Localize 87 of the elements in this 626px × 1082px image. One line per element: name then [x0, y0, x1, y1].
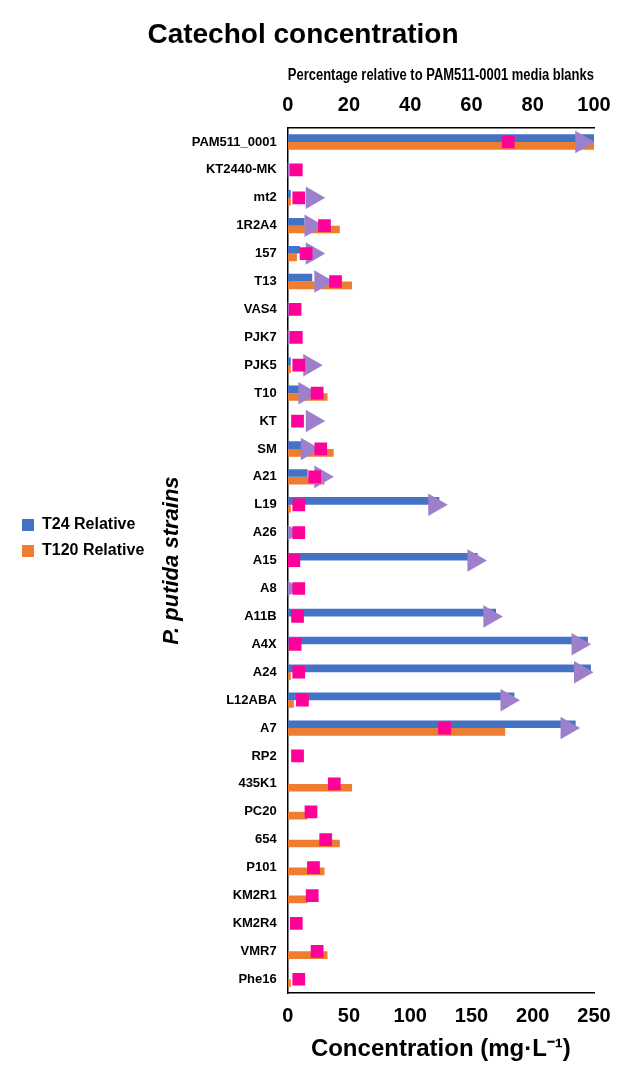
- point: [292, 972, 306, 986]
- y-tick-label: 435K1: [238, 775, 277, 791]
- point: [299, 247, 313, 260]
- x-tick-label: 150: [454, 1003, 489, 1026]
- point: [314, 442, 328, 456]
- point: [292, 191, 306, 205]
- x-tick-label: 200: [516, 1003, 550, 1026]
- y-tick-label: PAM511_0001: [191, 133, 277, 149]
- y-tick-label: KM2R1: [232, 887, 277, 903]
- point: [467, 549, 487, 572]
- point: [310, 386, 324, 400]
- y-tick-label: 1R2A4: [236, 217, 278, 233]
- y-tick-label: A21: [252, 468, 277, 484]
- point: [292, 526, 306, 540]
- y-tick-label: PC20: [244, 803, 277, 819]
- point: [318, 219, 331, 233]
- point: [289, 917, 303, 930]
- point: [319, 833, 333, 847]
- y-tick-label: 654: [255, 831, 278, 847]
- point: [308, 470, 322, 484]
- point: [287, 554, 301, 567]
- y-tick-label: T13: [254, 273, 277, 289]
- x-axis-title: Concentration (mg·L⁻¹): [310, 1034, 571, 1062]
- point: [304, 805, 318, 819]
- point: [307, 861, 320, 874]
- y-tick-label: L12ABA: [226, 691, 278, 707]
- point: [292, 498, 306, 512]
- x-tick-label: 100: [393, 1003, 427, 1026]
- x2-tick-label: 80: [521, 92, 544, 115]
- point: [500, 688, 521, 712]
- y-tick-label: KT: [259, 412, 277, 428]
- point: [575, 130, 594, 154]
- point: [291, 414, 304, 428]
- y-tick-label: VMR7: [240, 942, 277, 958]
- x2-tick-label: 20: [337, 92, 361, 115]
- point: [288, 637, 302, 651]
- x2-tick-label: 100: [577, 92, 611, 115]
- legend-label: T24 Relative: [42, 515, 136, 533]
- point: [292, 358, 306, 372]
- x2-tick-label: 60: [460, 92, 483, 115]
- point: [438, 721, 451, 735]
- point: [571, 633, 592, 656]
- y-tick-label: Phe16: [238, 970, 277, 986]
- legend-label: T120 Relative: [42, 541, 145, 559]
- point: [292, 665, 306, 679]
- point: [292, 582, 306, 595]
- y-tick-label: KT2440-MK: [205, 161, 278, 177]
- chart-title: Catechol concentration: [147, 17, 459, 49]
- point: [291, 610, 304, 623]
- point: [289, 330, 303, 344]
- y-tick-label: 157: [255, 245, 277, 261]
- y-tick-label: mt2: [253, 189, 277, 205]
- point: [574, 660, 594, 684]
- point: [289, 163, 303, 177]
- point: [288, 303, 302, 316]
- y-axis-title: P. putida strains: [157, 476, 183, 645]
- y-tick-label: A15: [252, 552, 277, 568]
- x2-tick-label: 0: [282, 92, 294, 115]
- x2-axis-title: Percentage relative to PAM511-0001 media blanks: [287, 64, 594, 84]
- y-tick-label: A24: [252, 663, 278, 679]
- point: [296, 693, 309, 707]
- x2-tick-label: 40: [399, 92, 422, 115]
- point: [305, 889, 319, 902]
- y-tick-label: P101: [246, 859, 277, 875]
- x-tick-label: 250: [577, 1003, 611, 1026]
- x-tick-label: 0: [282, 1003, 294, 1026]
- y-tick-label: PJK7: [244, 328, 277, 344]
- y-tick-label: RP2: [251, 747, 277, 763]
- y-tick-label: VAS4: [243, 300, 278, 316]
- y-tick-label: L19: [254, 496, 277, 512]
- point: [560, 716, 581, 740]
- y-tick-label: A11B: [244, 608, 277, 623]
- point: [428, 493, 448, 517]
- y-tick-label: A7: [260, 719, 277, 735]
- y-tick-label: A26: [252, 524, 277, 540]
- point: [483, 605, 503, 628]
- y-tick-label: T10: [254, 384, 277, 400]
- x-tick-label: 50: [337, 1003, 361, 1026]
- y-tick-label: PJK5: [244, 356, 277, 372]
- y-tick-label: SM: [257, 440, 277, 456]
- y-tick-label: A8: [260, 580, 277, 596]
- point: [329, 275, 342, 288]
- point: [310, 944, 324, 958]
- point: [327, 777, 341, 791]
- y-tick-label: A4X: [251, 635, 278, 651]
- y-tick-label: KM2R4: [232, 915, 278, 930]
- point: [291, 749, 304, 763]
